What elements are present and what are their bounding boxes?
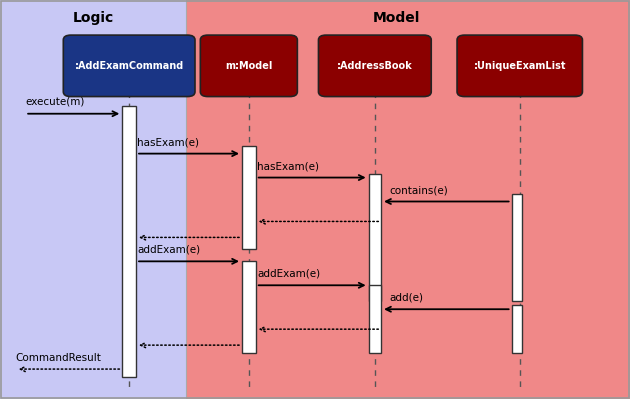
Bar — [512, 194, 522, 301]
Text: :AddExamCommand: :AddExamCommand — [74, 61, 184, 71]
Text: Model: Model — [373, 11, 421, 25]
Text: add(e): add(e) — [389, 293, 423, 303]
FancyBboxPatch shape — [200, 35, 297, 97]
Text: addExam(e): addExam(e) — [257, 269, 320, 279]
Bar — [369, 174, 381, 301]
Bar — [369, 285, 381, 353]
Bar — [0, 0, 186, 399]
Text: hasExam(e): hasExam(e) — [137, 137, 199, 147]
FancyBboxPatch shape — [318, 35, 431, 97]
Text: :AddressBook: :AddressBook — [337, 61, 413, 71]
Text: execute(m): execute(m) — [25, 97, 84, 107]
Text: addExam(e): addExam(e) — [137, 245, 200, 255]
Text: m:Model: m:Model — [225, 61, 273, 71]
Text: :UniqueExamList: :UniqueExamList — [474, 61, 566, 71]
Text: CommandResult: CommandResult — [16, 353, 101, 363]
Bar — [242, 261, 256, 353]
Bar — [122, 106, 136, 377]
Bar — [242, 146, 256, 249]
Bar — [186, 0, 630, 399]
Text: contains(e): contains(e) — [389, 185, 448, 195]
Bar — [512, 305, 522, 353]
Text: hasExam(e): hasExam(e) — [257, 161, 319, 171]
FancyBboxPatch shape — [63, 35, 195, 97]
Text: Logic: Logic — [72, 11, 114, 25]
FancyBboxPatch shape — [457, 35, 582, 97]
